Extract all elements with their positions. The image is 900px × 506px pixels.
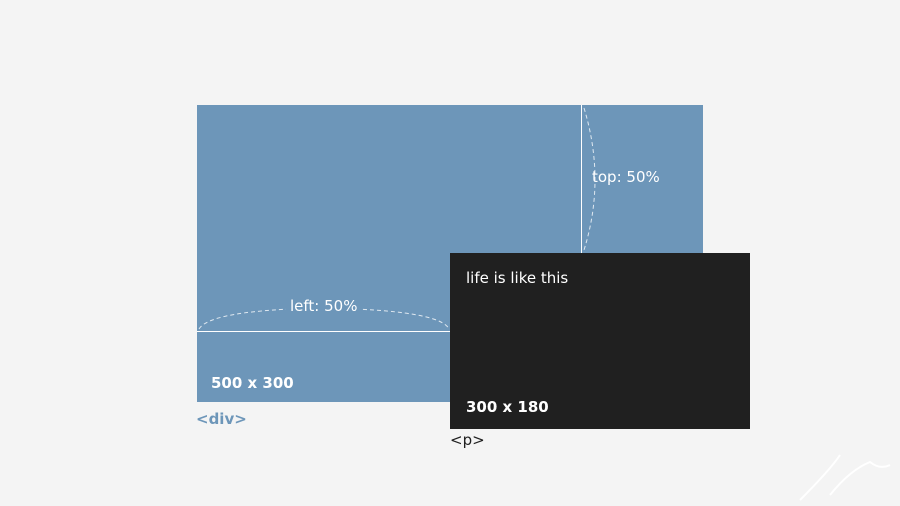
child-box (450, 253, 750, 429)
child-text: life is like this (466, 269, 568, 287)
top-label: top: 50% (592, 168, 660, 186)
signature (799, 454, 891, 501)
left-label-bg (286, 296, 362, 316)
left-label: left: 50% (290, 297, 357, 315)
parent-tag: <div> (196, 410, 247, 428)
child-tag: <p> (450, 431, 485, 449)
parent-size: 500 x 300 (211, 374, 294, 392)
top-brace (583, 107, 596, 251)
child-size: 300 x 180 (466, 398, 549, 416)
